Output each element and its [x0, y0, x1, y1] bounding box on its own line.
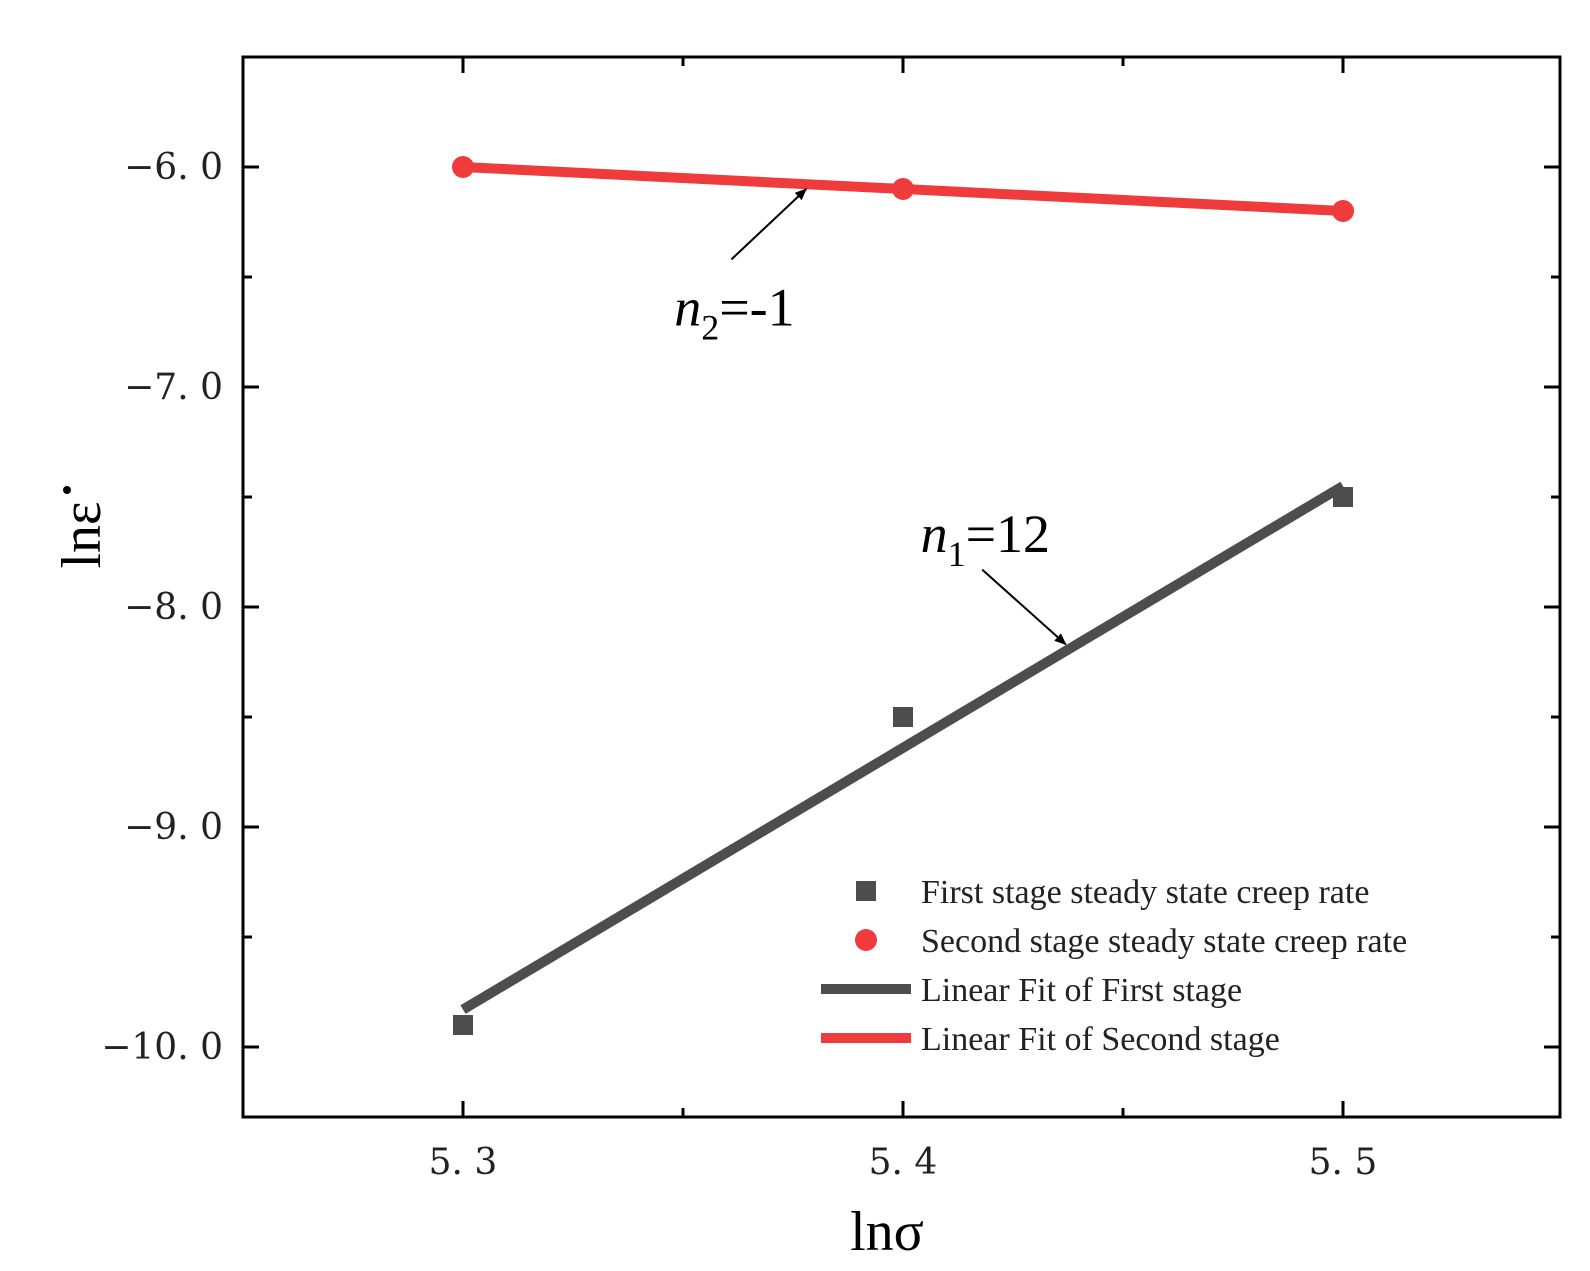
y-tick-label: −9. 0 [124, 807, 223, 848]
x-axis-title: lnσ [850, 1201, 924, 1263]
y-axis-title: lnε [51, 501, 113, 568]
annotation-subscript: 2 [701, 307, 719, 347]
y-tick-label: −6. 0 [124, 147, 223, 188]
y-tick-label: −8. 0 [124, 587, 223, 628]
annotation-value: =-1 [719, 277, 794, 337]
y-tick-label: −7. 0 [124, 367, 223, 408]
data-point-circle [892, 178, 914, 200]
legend-entry-label: Second stage steady state creep rate [921, 923, 1407, 960]
data-point-circle [452, 156, 474, 178]
data-point-circle [1332, 200, 1354, 222]
legend-marker-square [856, 881, 876, 901]
data-point-square [1333, 487, 1353, 507]
annotation-var: n [674, 277, 701, 337]
x-tick-label: 5. 3 [429, 1142, 498, 1183]
annotation-subscript: 1 [948, 534, 966, 574]
legend: First stage steady state creep rate Secon… [821, 874, 1407, 1058]
x-tick-label: 5. 5 [1309, 1142, 1378, 1183]
annotation-var: n [921, 504, 948, 564]
annotation-arrow-n1 [981, 568, 1067, 646]
legend-entry-label: First stage steady state creep rate [921, 874, 1369, 911]
x-tick-label: 5. 4 [869, 1142, 938, 1183]
y-axis-title-dot [63, 486, 71, 494]
data-point-square [453, 1015, 473, 1035]
legend-marker-circle [855, 929, 877, 951]
y-axis-title-group: lnε [51, 486, 113, 569]
annotation-n2: n2=-1 [674, 277, 794, 347]
legend-entry-label: Linear Fit of Second stage [921, 1021, 1280, 1058]
annotation-arrow-n2 [730, 188, 807, 261]
annotation-value: =12 [966, 504, 1050, 564]
fit-line-series-2 [460, 481, 1346, 1014]
annotation-n1: n1=12 [921, 504, 1050, 574]
y-tick-label: −10. 0 [101, 1027, 223, 1068]
legend-entry-label: Linear Fit of First stage [921, 972, 1242, 1009]
data-point-square [893, 707, 913, 727]
